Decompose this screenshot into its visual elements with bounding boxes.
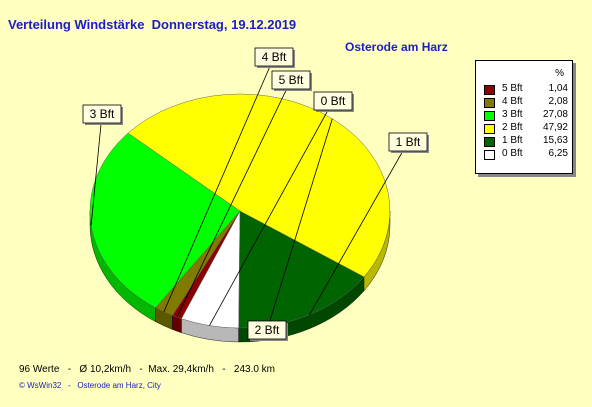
location-label: Osterode am Harz xyxy=(345,40,448,54)
legend-value: 15,63 xyxy=(542,135,568,146)
legend-value: 47,92 xyxy=(542,122,568,133)
slice-label: 4 Bft xyxy=(262,50,287,64)
label-leader-line xyxy=(163,56,275,312)
legend-item: 5 Bft 1,04 xyxy=(484,83,568,95)
legend-label: 2 Bft xyxy=(502,122,523,133)
legend-value: 27,08 xyxy=(542,109,568,120)
legend-label: 3 Bft xyxy=(502,109,523,120)
legend-swatch xyxy=(484,137,495,147)
slice-label: 2 Bft xyxy=(255,323,280,337)
legend-swatch xyxy=(484,85,495,95)
legend-swatch xyxy=(484,150,495,160)
legend-label: 5 Bft xyxy=(502,83,523,94)
label-box xyxy=(388,132,428,152)
legend-label: 4 Bft xyxy=(502,96,523,107)
label-leader-line xyxy=(266,118,333,331)
label-box xyxy=(254,47,294,67)
slice-label: 0 Bft xyxy=(321,94,346,108)
legend-item: 2 Bft 47,92 xyxy=(484,122,568,134)
legend-unit-header: % xyxy=(555,68,564,79)
legend-value: 6,25 xyxy=(548,148,568,159)
legend-label: 1 Bft xyxy=(502,135,523,146)
legend: % 5 Bft 1,04 4 Bft 2,08 3 Bft 27,08 2 Bf… xyxy=(475,60,573,174)
label-box xyxy=(82,104,122,124)
legend-value: 1,04 xyxy=(548,83,568,94)
label-box xyxy=(271,70,311,90)
slice-label: 3 Bft xyxy=(90,107,115,121)
legend-item: 1 Bft 15,63 xyxy=(484,135,568,147)
legend-item: 3 Bft 27,08 xyxy=(484,109,568,121)
legend-label: 0 Bft xyxy=(502,148,523,159)
legend-swatch xyxy=(484,111,495,121)
legend-swatch xyxy=(484,124,495,134)
label-leader-line xyxy=(309,141,409,315)
chart-title: Verteilung Windstärke Donnerstag, 19.12.… xyxy=(8,17,297,32)
slice-label: 5 Bft xyxy=(279,73,304,87)
label-box xyxy=(247,320,287,340)
slice-label: 1 Bft xyxy=(396,135,421,149)
credit-line: © WsWin32 - Osterode am Harz, City xyxy=(19,381,161,390)
legend-swatch xyxy=(484,98,495,108)
statistics-line: 96 Werte - Ø 10,2km/h - Max. 29,4km/h - … xyxy=(19,364,276,375)
pie-slice xyxy=(89,132,241,309)
label-box xyxy=(313,91,353,111)
legend-value: 2,08 xyxy=(548,96,568,107)
legend-item: 0 Bft 6,25 xyxy=(484,148,568,160)
label-leader-line xyxy=(209,100,334,326)
label-leader-line xyxy=(176,79,292,318)
legend-item: 4 Bft 2,08 xyxy=(484,96,568,108)
label-leader-line xyxy=(90,113,103,226)
